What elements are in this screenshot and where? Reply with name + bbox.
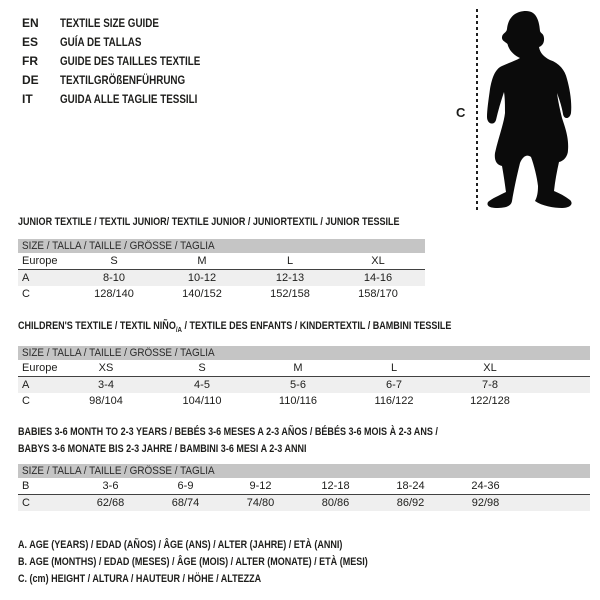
value-cell: 86/92 (373, 494, 448, 511)
value-cell: L (246, 253, 334, 270)
language-code: FR (22, 53, 38, 68)
value-cell: 80/86 (298, 494, 373, 511)
value-cell: XL (334, 253, 422, 270)
value-cell: 24-36 (448, 478, 523, 495)
size-header-bar: SIZE / TALLA / TAILLE / GRÖSSE / TAGLIA (18, 346, 590, 360)
value-cell: 152/158 (270, 288, 310, 300)
junior-textile-section: JUNIOR TEXTILE / TEXTIL JUNIOR/ TEXTILE … (18, 216, 426, 302)
height-row: C 98/104 104/110 110/116 116/122 122/128 (18, 393, 590, 409)
row-label-cell: C (22, 395, 30, 407)
value-cell: 140/152 (182, 288, 222, 300)
value-cell: 128/140 (94, 288, 134, 300)
value-cell: 9-12 (223, 478, 298, 495)
language-title: GUIDA ALLE TAGLIE TESSILI (60, 91, 198, 106)
language-title: TEXTILE SIZE GUIDE (60, 15, 159, 30)
value-cell: 10-12 (158, 269, 246, 286)
language-code: EN (22, 15, 39, 30)
height-c-label: C (456, 105, 466, 120)
language-row: DE TEXTILGRÖßENFÜHRUNG (22, 70, 231, 89)
spacer-cell (422, 269, 426, 286)
europe-row: Europe S M L XL (18, 253, 426, 270)
babies-size-table: SIZE / TALLA / TAILLE / GRÖSSE / TAGLIA … (18, 464, 591, 511)
months-row: B 3-6 6-9 9-12 12-18 18-24 24-36 (18, 478, 591, 495)
spacer-cell (523, 478, 591, 495)
language-row: FR GUIDE DES TAILLES TEXTILE (22, 51, 231, 70)
age-row: A 3-4 4-5 5-6 6-7 7-8 (18, 376, 590, 393)
value-cell: 122/128 (470, 395, 510, 407)
spacer-cell (538, 376, 590, 393)
value-cell: L (346, 360, 442, 377)
language-list: EN TEXTILE SIZE GUIDE ES GUÍA DE TALLAS … (22, 13, 231, 108)
height-row: C 128/140 140/152 152/158 158/170 (18, 286, 425, 302)
size-header-bar: SIZE / TALLA / TAILLE / GRÖSSE / TAGLIA (18, 239, 426, 253)
row-label-cell: Europe (18, 360, 58, 377)
children-size-table: SIZE / TALLA / TAILLE / GRÖSSE / TAGLIA … (18, 346, 590, 409)
row-label-cell: A (18, 269, 70, 286)
language-title: TEXTILGRÖßENFÜHRUNG (60, 72, 186, 87)
language-row: ES GUÍA DE TALLAS (22, 32, 231, 51)
height-dotted-line (476, 9, 478, 210)
value-cell: 4-5 (154, 376, 250, 393)
value-cell: 3-4 (58, 376, 154, 393)
value-cell: 5-6 (250, 376, 346, 393)
value-cell: M (158, 253, 246, 270)
spacer-cell (538, 360, 590, 377)
language-code: IT (22, 91, 33, 106)
children-textile-section: CHILDREN'S TEXTILE / TEXTIL NIÑO/A / TEX… (18, 320, 590, 409)
row-label-cell: C (18, 494, 73, 511)
value-cell: XS (58, 360, 154, 377)
value-cell: 18-24 (373, 478, 448, 495)
value-cell: 14-16 (334, 269, 422, 286)
value-cell: 110/116 (278, 395, 318, 407)
value-cell: 158/170 (358, 288, 398, 300)
value-cell: 116/122 (374, 395, 414, 407)
value-cell: M (250, 360, 346, 377)
spacer-cell (538, 393, 590, 409)
value-cell: 68/74 (148, 494, 223, 511)
value-cell: 74/80 (223, 494, 298, 511)
value-cell: 3-6 (73, 478, 148, 495)
babies-textile-section: BABIES 3-6 MONTH TO 2-3 YEARS / BEBÉS 3-… (18, 424, 591, 511)
value-cell: 104/110 (182, 395, 222, 407)
baby-silhouette-icon (487, 11, 572, 208)
babies-table-title: BABIES 3-6 MONTH TO 2-3 YEARS / BEBÉS 3-… (18, 426, 438, 455)
value-cell: 7-8 (442, 376, 538, 393)
junior-size-table: SIZE / TALLA / TAILLE / GRÖSSE / TAGLIA … (18, 239, 426, 302)
children-table-title: CHILDREN'S TEXTILE / TEXTIL NIÑO/A / TEX… (18, 320, 452, 335)
legend-note: B. AGE (MONTHS) / EDAD (MESES) / ÂGE (MO… (18, 556, 368, 568)
value-cell: 12-18 (298, 478, 373, 495)
row-label-cell: A (18, 376, 58, 393)
europe-row: Europe XS S M L XL (18, 360, 590, 377)
value-cell: 6-7 (346, 376, 442, 393)
value-cell: 92/98 (448, 494, 523, 511)
size-header-bar: SIZE / TALLA / TAILLE / GRÖSSE / TAGLIA (18, 464, 591, 478)
value-cell: 8-10 (70, 269, 158, 286)
language-row: EN TEXTILE SIZE GUIDE (22, 13, 231, 32)
row-label-cell: B (18, 478, 73, 495)
row-label-cell: C (22, 288, 30, 300)
value-cell: S (154, 360, 250, 377)
height-row: C 62/68 68/74 74/80 80/86 86/92 92/98 (18, 494, 591, 511)
language-code: DE (22, 72, 39, 87)
language-title: GUÍA DE TALLAS (60, 34, 142, 49)
spacer-cell (422, 253, 426, 270)
value-cell: 12-13 (246, 269, 334, 286)
value-cell: 98/104 (89, 395, 123, 407)
legend-note: A. AGE (YEARS) / EDAD (AÑOS) / ÂGE (ANS)… (18, 539, 343, 551)
spacer-cell (523, 494, 591, 511)
legend-notes: A. AGE (YEARS) / EDAD (AÑOS) / ÂGE (ANS)… (18, 537, 445, 588)
value-cell: XL (442, 360, 538, 377)
value-cell: S (70, 253, 158, 270)
value-cell: 62/68 (73, 494, 148, 511)
language-code: ES (22, 34, 39, 49)
language-row: IT GUIDA ALLE TAGLIE TESSILI (22, 89, 231, 108)
spacer-cell (422, 286, 425, 302)
value-cell: 6-9 (148, 478, 223, 495)
junior-table-title: JUNIOR TEXTILE / TEXTIL JUNIOR/ TEXTILE … (18, 216, 400, 228)
legend-note: C. (cm) HEIGHT / ALTURA / HAUTEUR / HÖHE… (18, 573, 262, 585)
language-title: GUIDE DES TAILLES TEXTILE (60, 53, 201, 68)
age-row: A 8-10 10-12 12-13 14-16 (18, 269, 426, 286)
row-label-cell: Europe (18, 253, 70, 270)
